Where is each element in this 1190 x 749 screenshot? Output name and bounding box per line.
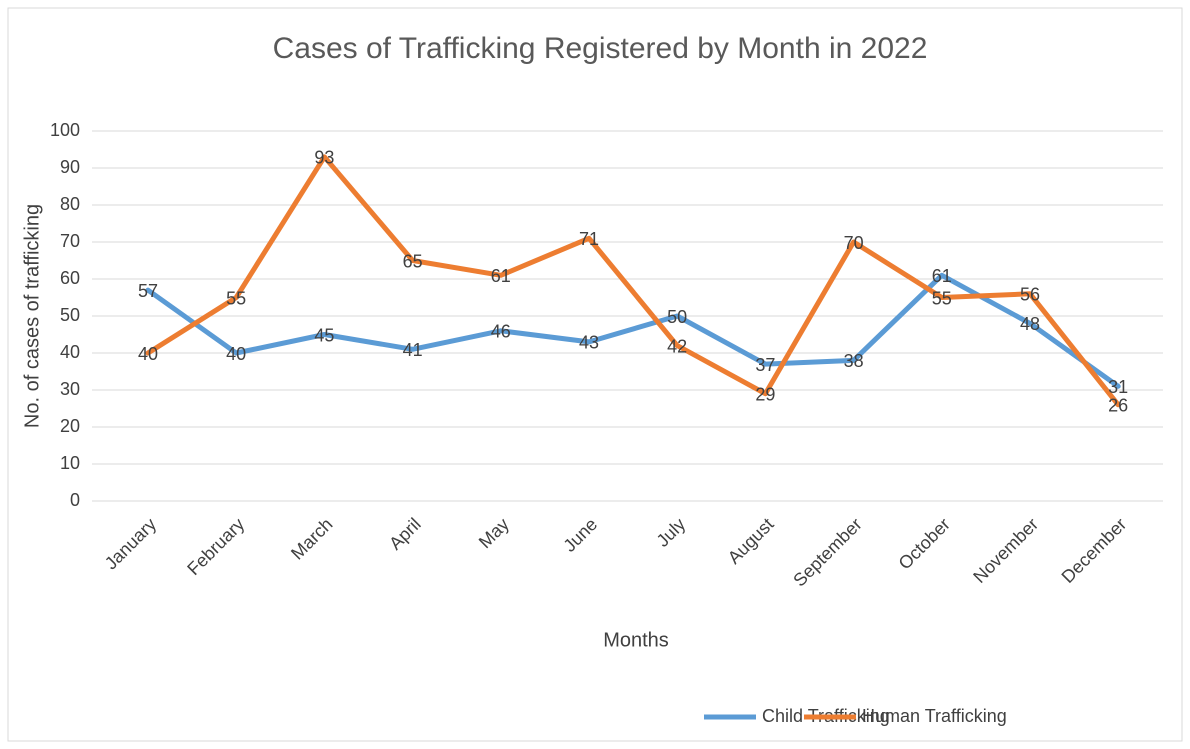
y-tick-label: 60	[60, 268, 80, 288]
data-label: 37	[755, 355, 775, 375]
y-tick-label: 10	[60, 453, 80, 473]
x-axis-title: Months	[603, 629, 669, 651]
data-label: 41	[403, 340, 423, 360]
series-line	[145, 154, 1121, 408]
y-tick-label: 80	[60, 194, 80, 214]
data-label: 38	[844, 351, 864, 371]
data-label: 56	[1020, 285, 1040, 305]
data-label: 61	[491, 266, 511, 286]
y-tick-label: 30	[60, 379, 80, 399]
y-tick-label: 20	[60, 416, 80, 436]
data-label: 55	[226, 288, 246, 308]
data-label: 50	[667, 307, 687, 327]
data-label: 31	[1108, 377, 1128, 397]
y-axis-title: No. of cases of trafficking	[21, 204, 43, 428]
y-tick-label: 90	[60, 157, 80, 177]
data-label: 57	[138, 281, 158, 301]
chart-title: Cases of Trafficking Registered by Month…	[273, 32, 928, 65]
y-tick-label: 100	[50, 120, 80, 140]
data-label: 26	[1108, 396, 1128, 416]
data-label: 65	[403, 251, 423, 271]
data-label: 40	[226, 344, 246, 364]
y-tick-label: 70	[60, 231, 80, 251]
data-label: 93	[314, 148, 334, 168]
chart-frame	[7, 7, 1183, 742]
data-label: 55	[932, 288, 952, 308]
legend-label: Human Trafficking	[862, 706, 1007, 726]
series-line	[145, 272, 1121, 389]
data-label: 29	[755, 384, 775, 404]
data-label: 61	[932, 266, 952, 286]
y-tick-label: 0	[70, 490, 80, 510]
data-label: 45	[314, 325, 334, 345]
data-label: 70	[844, 233, 864, 253]
data-label: 46	[491, 322, 511, 342]
data-label: 40	[138, 344, 158, 364]
data-label: 48	[1020, 314, 1040, 334]
y-tick-label: 40	[60, 342, 80, 362]
data-label: 43	[579, 333, 599, 353]
data-label: 71	[579, 229, 599, 249]
y-tick-label: 50	[60, 305, 80, 325]
data-label: 42	[667, 336, 687, 356]
